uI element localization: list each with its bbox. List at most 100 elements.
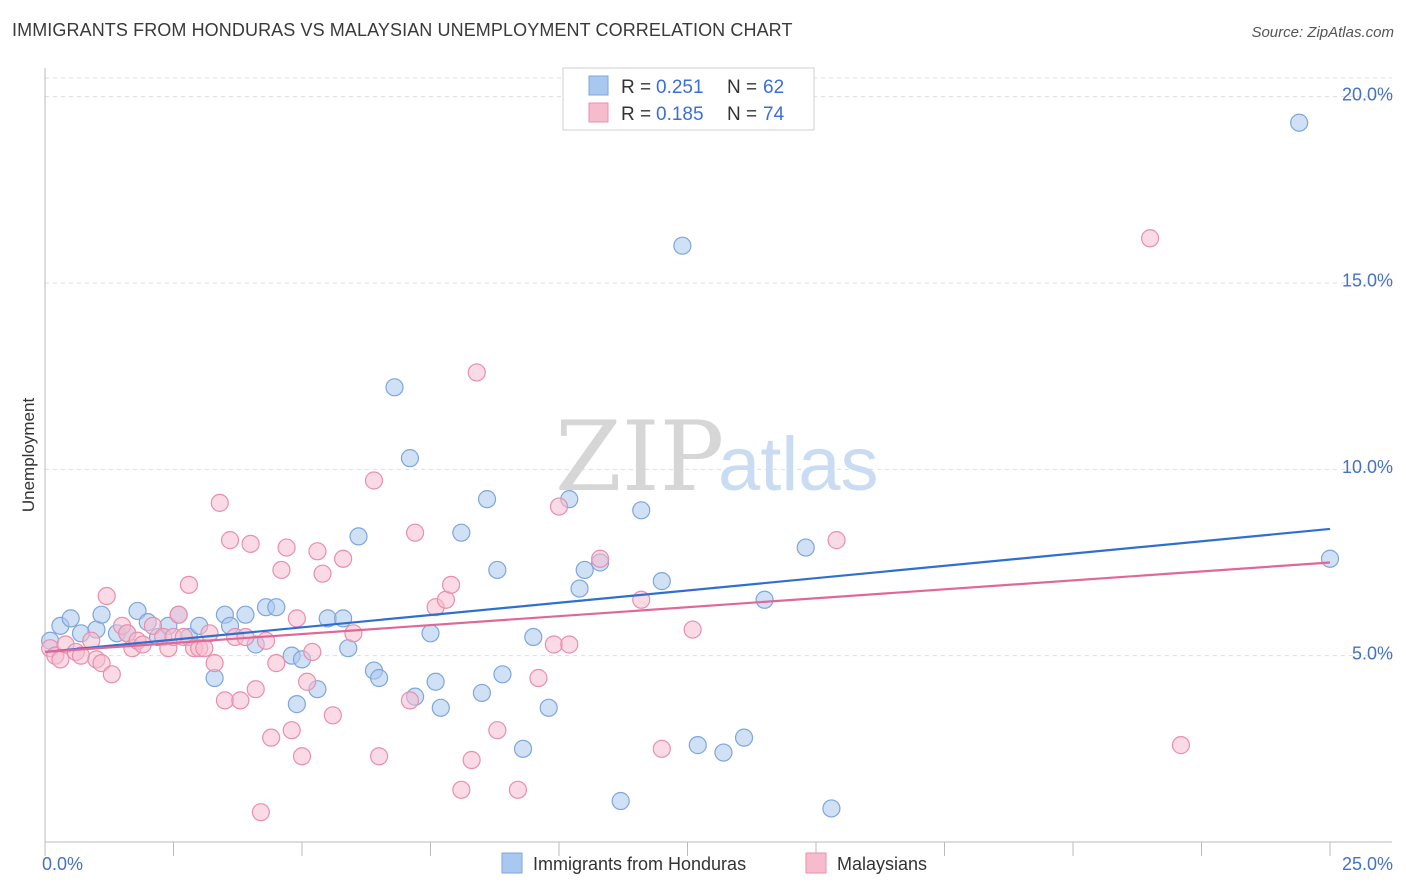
point-honduras bbox=[513, 739, 533, 758]
point-honduras bbox=[92, 605, 111, 624]
correlation-legend: R = 0.251 N = 62 R = 0.185 N = 74 bbox=[562, 67, 815, 131]
point-malaysians bbox=[508, 780, 527, 799]
legend-r-value-blue: 0.251 bbox=[656, 77, 704, 98]
point-honduras bbox=[1290, 113, 1309, 132]
point-honduras bbox=[714, 743, 733, 762]
point-malaysians bbox=[298, 672, 317, 691]
y-tick-label: 15.0% bbox=[1342, 271, 1393, 291]
point-malaysians bbox=[282, 721, 301, 740]
point-honduras bbox=[524, 627, 543, 647]
point-malaysians bbox=[256, 631, 276, 650]
point-malaysians bbox=[441, 575, 461, 594]
point-honduras bbox=[570, 579, 589, 598]
point-honduras bbox=[236, 605, 255, 624]
point-malaysians bbox=[467, 363, 486, 382]
watermark-zip: ZIP bbox=[555, 401, 724, 513]
point-malaysians bbox=[215, 691, 234, 710]
point-malaysians bbox=[549, 497, 569, 516]
point-malaysians bbox=[364, 471, 384, 490]
points-layer bbox=[41, 113, 1340, 822]
point-malaysians bbox=[102, 665, 121, 684]
trend-layer bbox=[44, 527, 1331, 654]
point-honduras bbox=[755, 590, 774, 609]
point-malaysians bbox=[251, 803, 270, 822]
series-swatch-malaysians bbox=[805, 852, 827, 874]
y-axis-label: Unemployment bbox=[19, 398, 38, 513]
point-malaysians bbox=[287, 609, 306, 628]
point-malaysians bbox=[1140, 229, 1160, 248]
point-honduras bbox=[287, 695, 306, 714]
trendline-malaysians bbox=[44, 561, 1331, 654]
legend-n-label-blue: N = bbox=[727, 77, 757, 98]
point-malaysians bbox=[462, 750, 481, 770]
point-honduras bbox=[128, 601, 147, 621]
point-malaysians bbox=[529, 668, 548, 688]
point-honduras bbox=[1320, 549, 1340, 568]
point-honduras bbox=[452, 523, 471, 542]
point-malaysians bbox=[277, 538, 296, 557]
point-honduras bbox=[472, 683, 491, 703]
point-malaysians bbox=[308, 542, 327, 561]
point-malaysians bbox=[205, 654, 224, 673]
point-malaysians bbox=[591, 549, 610, 568]
point-malaysians bbox=[827, 531, 846, 550]
y-tick-label: 10.0% bbox=[1342, 457, 1393, 477]
point-malaysians bbox=[92, 654, 111, 673]
point-malaysians bbox=[683, 620, 702, 639]
series-label-malaysians: Malaysians bbox=[837, 854, 927, 874]
legend-n-value-blue: 62 bbox=[763, 77, 784, 98]
series-legend: Immigrants from Honduras Malaysians bbox=[501, 852, 927, 874]
axis-layer: 5.0% 10.0% 15.0% 20.0% 0.0% 25.0% bbox=[42, 68, 1393, 874]
legend-swatch-pink bbox=[588, 102, 609, 123]
point-malaysians bbox=[241, 534, 260, 553]
legend-r-label-pink: R = bbox=[621, 104, 651, 125]
point-malaysians bbox=[143, 616, 163, 635]
point-malaysians bbox=[267, 654, 286, 673]
series-swatch-honduras bbox=[501, 852, 523, 874]
point-honduras bbox=[477, 490, 497, 509]
point-honduras bbox=[349, 527, 368, 546]
point-honduras bbox=[426, 672, 445, 691]
point-malaysians bbox=[313, 564, 332, 583]
chart-source: Source: ZipAtlas.com bbox=[1251, 24, 1394, 41]
legend-r-label-blue: R = bbox=[621, 77, 651, 98]
legend-n-label-pink: N = bbox=[727, 104, 757, 125]
point-malaysians bbox=[169, 605, 188, 624]
point-honduras bbox=[673, 236, 692, 255]
grid-layer bbox=[45, 77, 1392, 657]
point-malaysians bbox=[1171, 736, 1191, 755]
point-honduras bbox=[575, 560, 594, 580]
point-honduras bbox=[267, 598, 286, 617]
point-malaysians bbox=[452, 780, 471, 799]
point-honduras bbox=[400, 449, 420, 468]
point-honduras bbox=[61, 609, 80, 628]
point-honduras bbox=[431, 698, 450, 717]
point-honduras bbox=[421, 624, 440, 643]
point-malaysians bbox=[334, 549, 353, 568]
point-honduras bbox=[385, 378, 404, 397]
point-malaysians bbox=[262, 728, 281, 747]
legend-n-value-pink: 74 bbox=[763, 104, 785, 125]
point-honduras bbox=[734, 728, 754, 747]
y-tick-label: 5.0% bbox=[1352, 643, 1393, 663]
chart-title: IMMIGRANTS FROM HONDURAS VS MALAYSIAN UN… bbox=[12, 20, 793, 40]
watermark: ZIP atlas bbox=[555, 401, 879, 513]
x-tick-label-min: 0.0% bbox=[42, 854, 83, 874]
point-malaysians bbox=[272, 560, 291, 580]
point-malaysians bbox=[97, 586, 116, 606]
point-honduras bbox=[688, 736, 707, 755]
point-malaysians bbox=[652, 739, 671, 758]
point-malaysians bbox=[323, 706, 342, 725]
point-honduras bbox=[493, 665, 512, 684]
trendline-honduras bbox=[44, 527, 1331, 654]
point-malaysians bbox=[405, 523, 425, 542]
point-honduras bbox=[370, 668, 389, 688]
point-honduras bbox=[611, 791, 630, 811]
point-malaysians bbox=[544, 635, 563, 654]
point-honduras bbox=[539, 698, 558, 717]
point-honduras bbox=[822, 799, 841, 818]
legend-r-value-pink: 0.185 bbox=[656, 104, 704, 125]
point-malaysians bbox=[370, 747, 389, 766]
point-malaysians bbox=[231, 691, 250, 710]
